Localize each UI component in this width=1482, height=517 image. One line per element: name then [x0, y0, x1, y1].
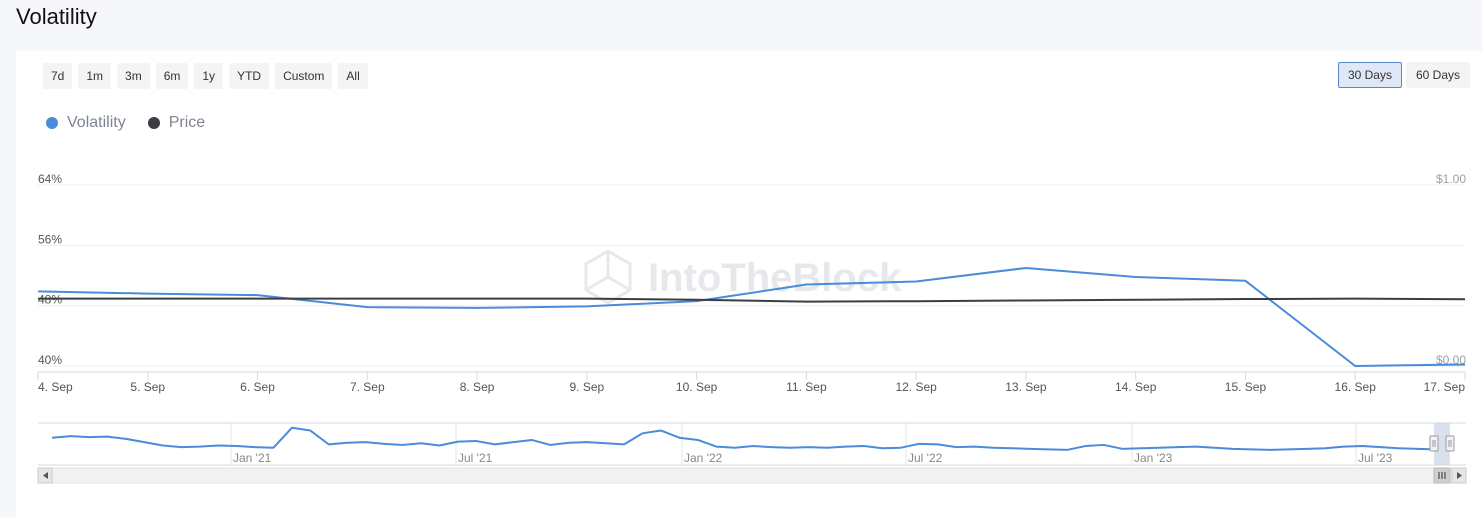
series-line-price	[38, 297, 1466, 303]
range-button-ytd[interactable]: YTD	[229, 63, 270, 89]
x-tick-label: 6. Sep	[240, 380, 275, 394]
navigator-date-label: Jul '22	[908, 451, 943, 465]
y-left-tick-label: 64%	[38, 172, 62, 186]
volatility-dot-icon	[46, 117, 58, 129]
x-tick-label: 13. Sep	[1005, 380, 1047, 394]
price-dot-icon	[147, 117, 160, 129]
chart-legend: Volatility Price	[46, 114, 205, 132]
navigator-selection	[1434, 423, 1450, 465]
x-tick-label: 7. Sep	[350, 380, 385, 394]
period-selector: 30 Days 60 Days	[1337, 62, 1470, 88]
range-button-7d[interactable]: 7d	[43, 63, 73, 89]
y-right-tick-label: $0.00	[1436, 353, 1466, 367]
page-title: Volatility	[16, 4, 97, 29]
x-tick-label: 12. Sep	[895, 380, 937, 394]
x-tick-label: 17. Sep	[1424, 380, 1466, 394]
legend-item-price[interactable]: Price	[147, 114, 206, 132]
navigator-date-label: Jan '23	[1134, 451, 1173, 465]
scrollbar-track	[37, 467, 1467, 484]
y-left-tick-label: 56%	[38, 232, 62, 246]
watermark-logo-icon	[584, 249, 632, 305]
navigator-scrollbar[interactable]	[37, 467, 1467, 484]
navigator-handle-left[interactable]	[1429, 435, 1439, 452]
navigator-handle-left-icon	[1429, 435, 1439, 452]
chart-card: 7d 1m 3m 6m 1y YTD Custom All 30 Days 60…	[16, 51, 1482, 517]
range-button-custom[interactable]: Custom	[275, 63, 333, 89]
navigator-date-label: Jan '22	[684, 451, 723, 465]
range-button-1y[interactable]: 1y	[194, 63, 224, 89]
range-button-3m[interactable]: 3m	[117, 63, 150, 89]
period-button-30-days[interactable]: 30 Days	[1337, 62, 1402, 88]
navigator-date-label: Jan '21	[233, 451, 272, 465]
x-tick-label: 16. Sep	[1335, 380, 1377, 394]
navigator-date-label: Jul '21	[458, 451, 493, 465]
navigator-handle-right[interactable]	[1445, 435, 1455, 452]
range-button-all[interactable]: All	[338, 63, 368, 89]
x-tick-label: 4. Sep	[38, 380, 73, 394]
x-tick-label: 8. Sep	[460, 380, 495, 394]
y-left-tick-label: 40%	[38, 353, 62, 367]
watermark-text: IntoTheBlock	[648, 256, 902, 300]
legend-label-volatility: Volatility	[67, 114, 126, 131]
range-button-6m[interactable]: 6m	[155, 63, 189, 89]
x-tick-label: 10. Sep	[676, 380, 718, 394]
range-selector: 7d 1m 3m 6m 1y YTD Custom All	[43, 63, 368, 89]
watermark: IntoTheBlock	[584, 249, 902, 305]
arrow-left-icon	[43, 472, 48, 479]
range-button-1m[interactable]: 1m	[78, 63, 112, 89]
x-tick-label: 9. Sep	[569, 380, 604, 394]
series-line-volatility	[37, 266, 1466, 367]
x-tick-label: 15. Sep	[1225, 380, 1267, 394]
x-tick-label: 5. Sep	[130, 380, 165, 394]
navigator-date-label: Jul '23	[1358, 451, 1393, 465]
x-tick-label: 14. Sep	[1115, 380, 1157, 394]
legend-label-price: Price	[168, 114, 206, 131]
navigator-series-line	[51, 426, 1437, 451]
navigator-handle-right-icon	[1445, 435, 1455, 452]
y-right-tick-label: $1.00	[1436, 172, 1466, 186]
arrow-right-icon	[1457, 472, 1462, 479]
x-tick-label: 11. Sep	[786, 380, 827, 394]
legend-item-volatility[interactable]: Volatility	[46, 114, 126, 132]
period-button-60-days[interactable]: 60 Days	[1405, 62, 1470, 88]
